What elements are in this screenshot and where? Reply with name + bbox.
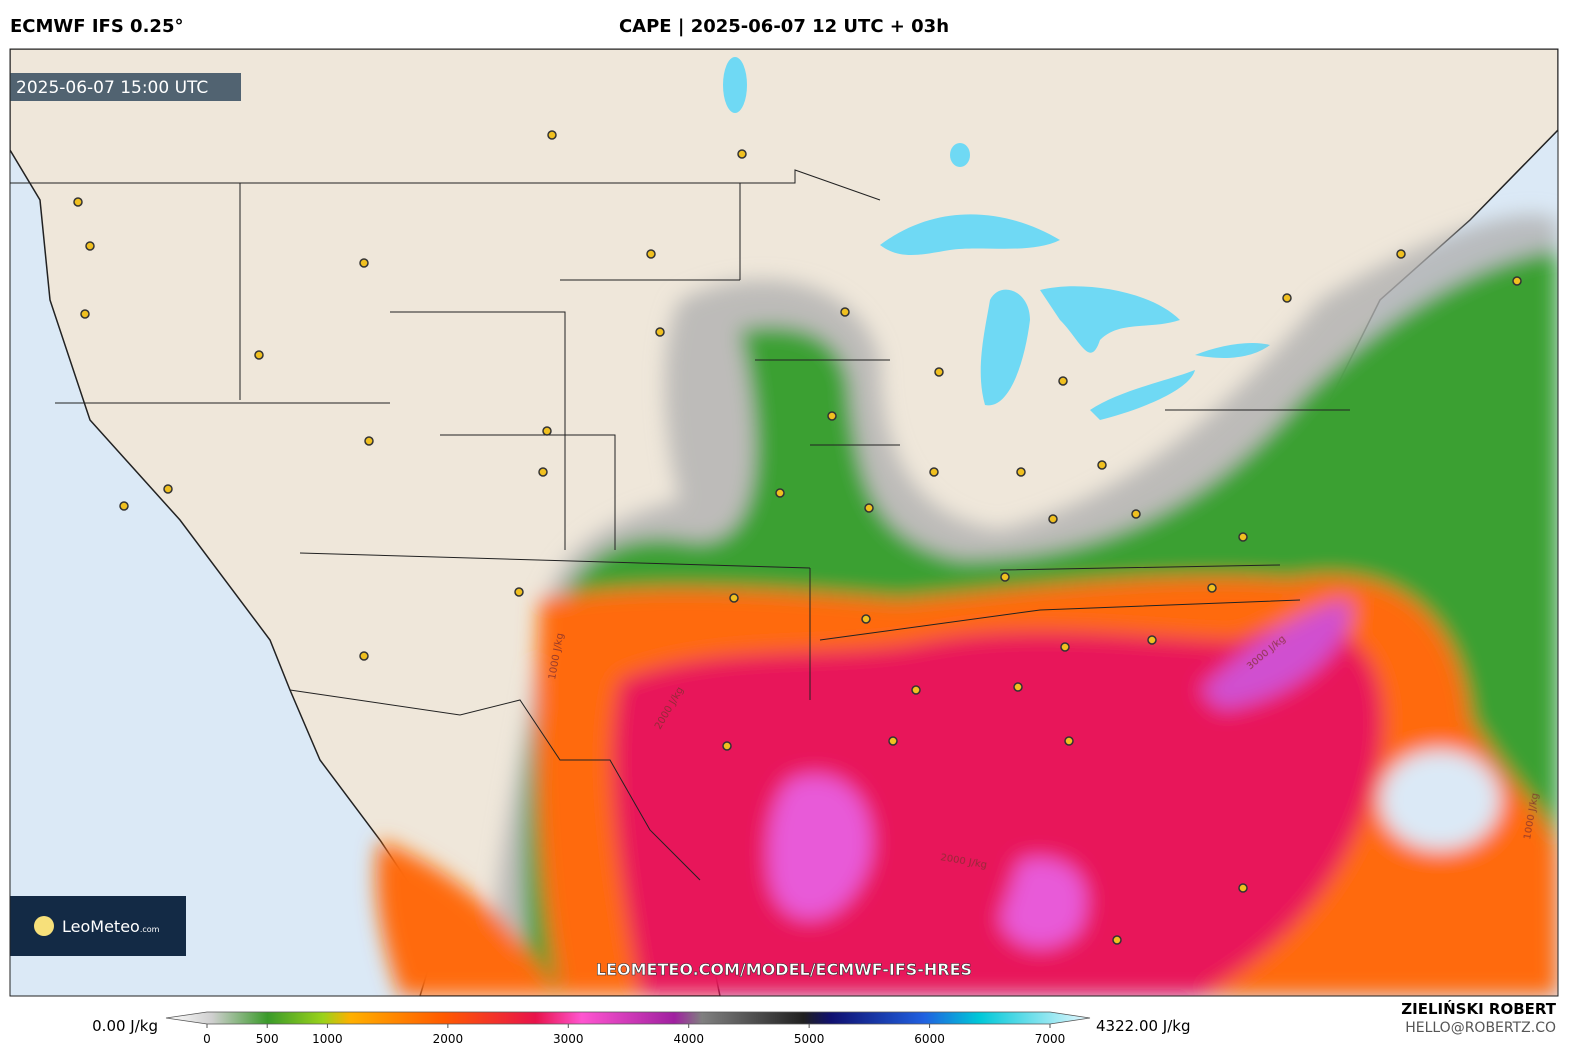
logo-sun <box>34 916 54 936</box>
colorbar-max: 4322.00 J/kg <box>1096 1017 1190 1035</box>
timestamp: 2025-06-07 15:00 UTC <box>16 78 208 98</box>
map-frame <box>9 48 1559 997</box>
author: ZIELIŃSKI ROBERT <box>1401 999 1556 1018</box>
watermark: LEOMETEO.COM/MODEL/ECMWF-IFS-HRES <box>596 960 972 979</box>
cities <box>73 130 1522 945</box>
map: 1000 J/kg 2000 J/kg 3000 J/kg 2000 J/kg … <box>10 49 1558 996</box>
colorbar-tick-label: 6000 <box>914 1032 945 1046</box>
timestamp-box <box>10 73 241 101</box>
colorbar-min: 0.00 J/kg <box>92 1017 158 1035</box>
model-name: ECMWF IFS 0.25° <box>10 16 183 37</box>
colorbar-tick-label: 0 <box>203 1032 211 1046</box>
email: HELLO@ROBERTZ.CO <box>1405 1020 1556 1036</box>
colorbar-tick-label: 1000 <box>312 1032 343 1046</box>
colorbar-tick-label: 2000 <box>433 1032 464 1046</box>
logo-text: LeoMeteo.com <box>62 917 160 936</box>
colorbar-tick-label: 7000 <box>1035 1032 1066 1046</box>
colorbar-gradient <box>165 1011 1091 1025</box>
lakes <box>723 57 1270 420</box>
colorbar: 0.00 J/kg 4322.00 J/kg 0 500 1000 2000 3000 4… <box>92 1011 1190 1046</box>
colorbar-tick-label: 4000 <box>673 1032 704 1046</box>
borders <box>10 169 1350 881</box>
chart-title: CAPE | 2025-06-07 12 UTC + 03h <box>619 16 949 37</box>
colorbar-tick-label: 5000 <box>794 1032 825 1046</box>
colorbar-tick-label: 3000 <box>553 1032 584 1046</box>
colorbar-tick-label: 500 <box>256 1032 279 1046</box>
